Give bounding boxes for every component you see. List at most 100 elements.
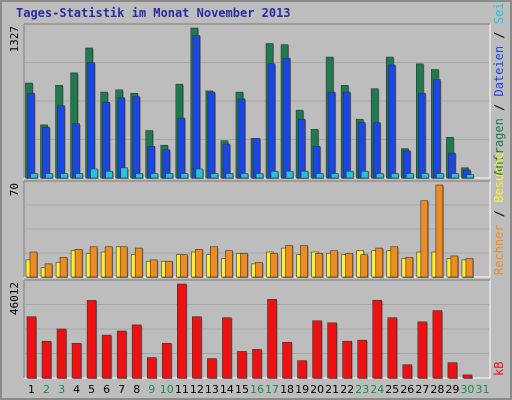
legend-rechner: Rechner — [492, 224, 506, 275]
x-tick-label: 17 — [265, 383, 279, 396]
bar-rechner — [119, 246, 128, 278]
bar-dateien — [42, 126, 50, 179]
bar-dateien — [207, 91, 216, 179]
bar-kb — [131, 324, 142, 379]
bar-seiten — [421, 173, 429, 179]
panel-kb: 46012 kB — [8, 279, 506, 379]
x-tick-label: 29 — [445, 383, 459, 396]
bar-seiten — [90, 168, 98, 179]
bar-seiten — [150, 173, 159, 179]
bar-kb — [387, 317, 398, 379]
bar-kb — [207, 358, 217, 379]
bar-dateien — [433, 79, 441, 179]
x-tick-label: 21 — [325, 383, 339, 396]
bar-rechner — [270, 253, 278, 278]
bar-kb — [462, 374, 473, 379]
bar-dateien — [27, 92, 35, 179]
bar-rechner — [59, 256, 68, 278]
x-tick-label: 2 — [43, 383, 50, 396]
x-tick-label: 7 — [118, 383, 125, 396]
bar-rechner — [360, 254, 369, 278]
legend-kb: kB — [492, 362, 506, 376]
bar-kb — [237, 351, 247, 379]
bar-rechner — [74, 249, 83, 278]
bar-seiten — [315, 173, 324, 179]
panel-requests: 1327 Anfragen / Dateien / Seiten — [8, 0, 506, 180]
bar-dateien — [177, 117, 186, 179]
bar-seiten — [75, 173, 83, 179]
bar-dateien — [192, 35, 201, 179]
x-tick-label: 27 — [415, 383, 429, 396]
bar-rechner — [29, 251, 38, 278]
bar-kb — [297, 360, 307, 379]
bar-dateien — [87, 62, 95, 179]
legend-anfragen: Anfragen — [492, 118, 506, 176]
bar-seiten — [330, 173, 339, 179]
x-tick-label: 16 — [250, 383, 264, 396]
bar-rechner — [315, 253, 323, 278]
bar-rechner — [405, 256, 414, 278]
legend: Anfragen / Dateien / Seiten — [492, 0, 506, 176]
bar-seiten — [406, 173, 414, 179]
bar-kb — [402, 364, 413, 379]
x-tick-label: 9 — [148, 383, 155, 396]
x-tick-label: 5 — [88, 383, 95, 396]
bar-seiten — [285, 170, 294, 179]
bar-kb — [116, 330, 127, 379]
legend-seiten: Seiten — [492, 0, 506, 32]
bar-dateien — [117, 97, 125, 179]
bar-kb — [357, 339, 368, 379]
x-tick-label: 4 — [73, 383, 80, 396]
x-tick-label: 12 — [190, 383, 204, 396]
bar-kb — [56, 328, 67, 379]
bar-dateien — [357, 122, 366, 179]
bar-dateien — [102, 101, 110, 179]
x-tick-label: 15 — [235, 383, 249, 396]
bar-rechner — [195, 249, 203, 278]
bar-kb — [432, 310, 443, 379]
bar-kb — [222, 317, 232, 379]
bar-seiten — [120, 167, 128, 179]
bar-rechner — [104, 246, 113, 278]
bar-seiten — [45, 173, 53, 179]
bar-rechner — [164, 260, 173, 278]
x-tick-label: 28 — [430, 383, 444, 396]
bar-rechner — [210, 246, 218, 278]
y-max-label: 70 — [8, 183, 21, 196]
bar-rechner — [89, 246, 98, 278]
chart-title: Tages-Statistik im Monat November 2013 — [16, 6, 291, 20]
legend: Rechner / Besuche — [492, 152, 506, 275]
bar-kb — [252, 349, 262, 379]
bar-rechner — [285, 245, 293, 278]
bar-rechner — [255, 262, 263, 278]
bar-rechner — [149, 259, 158, 278]
bar-rechner — [450, 255, 459, 278]
x-tick-label: 13 — [205, 383, 219, 396]
bar-seiten — [466, 174, 474, 179]
x-tick-label: 24 — [370, 383, 384, 396]
x-tick-label: 10 — [160, 383, 174, 396]
bar-rechner — [330, 250, 338, 278]
bar-dateien — [222, 143, 231, 179]
bar-seiten — [436, 173, 444, 179]
bar-dateien — [372, 122, 381, 179]
bar-kb — [447, 362, 458, 379]
bar-kb — [146, 357, 157, 379]
bar-seiten — [195, 168, 204, 179]
bar-rechner — [375, 247, 384, 278]
bar-kb — [342, 340, 352, 379]
bar-seiten — [390, 173, 399, 179]
bar-rechner — [225, 250, 233, 278]
bar-rechner — [345, 253, 353, 278]
x-tick-label: 22 — [340, 383, 354, 396]
y-max-label: 46012 — [8, 282, 21, 315]
bar-rechner — [435, 184, 444, 278]
legend-separator: / — [492, 32, 506, 46]
bar-dateien — [342, 91, 351, 179]
bar-seiten — [451, 173, 459, 179]
x-tick-label: 23 — [355, 383, 369, 396]
bar-seiten — [255, 173, 264, 179]
legend-separator: / — [492, 210, 506, 224]
bar-dateien — [132, 96, 141, 179]
